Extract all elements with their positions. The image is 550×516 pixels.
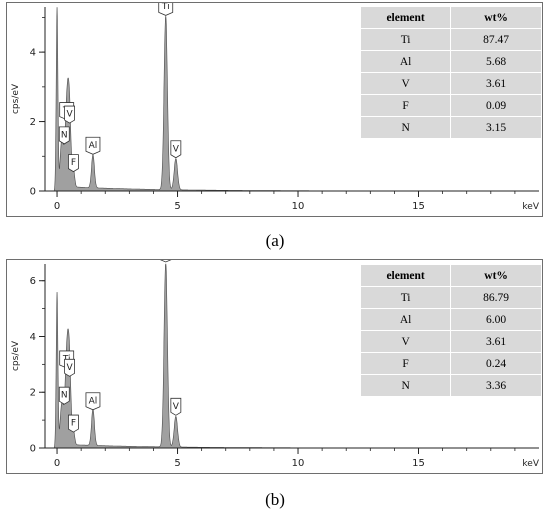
table-row: Al 5.68 — [359, 50, 542, 73]
caption-a: (a) — [265, 231, 285, 250]
table-row: V 3.61 — [359, 72, 542, 95]
peak-label-text: V — [66, 110, 73, 120]
peak-label-box — [170, 140, 182, 159]
x-tick-label: 15 — [412, 201, 425, 212]
wt-percent-cell: 3.15 — [450, 116, 542, 139]
peak-label-box — [68, 414, 79, 433]
wt-percent-cell: 87.47 — [450, 28, 542, 51]
wt-percent-cell: 0.24 — [450, 352, 542, 375]
element-cell: N — [359, 374, 452, 397]
wt-percent-cell: 0.09 — [450, 94, 542, 117]
y-tick-label: 2 — [30, 117, 36, 128]
y-tick-label: 0 — [30, 187, 36, 198]
table-row: F 0.24 — [359, 352, 542, 375]
peak-label-box — [58, 386, 70, 405]
peak-label-text: F — [71, 158, 76, 168]
y-tick-label: 4 — [30, 332, 36, 343]
x-axis-label: keV — [522, 459, 539, 469]
table-row: N 3.15 — [359, 116, 542, 139]
peak-label: V — [64, 105, 75, 124]
y-axis-label: cps/eV — [11, 83, 21, 114]
element-cell: Ti — [359, 286, 452, 309]
peak-label-text: V — [66, 363, 73, 373]
table-row: F 0.09 — [359, 94, 542, 117]
wt-percent-cell: 5.68 — [450, 50, 542, 73]
element-cell: F — [359, 94, 452, 117]
peak-label: Ti — [160, 260, 172, 263]
peak-label-box — [58, 126, 70, 145]
x-tick-label: 10 — [292, 201, 305, 212]
peak-label-text: N — [61, 130, 68, 140]
x-tick-label: 5 — [174, 458, 180, 469]
table-header-row: element wt% — [359, 264, 542, 287]
peak-label-box — [64, 105, 75, 124]
peak-label: V — [170, 397, 182, 416]
peak-label: Al — [85, 136, 101, 155]
y-axis-label: cps/eV — [11, 340, 21, 371]
peak-label: F — [68, 414, 79, 433]
peak-label: V — [64, 358, 75, 377]
peak-label-box — [170, 397, 182, 416]
composition-table-a: element wt% Ti 87.47 Al 5.68 V 3.61 F 0.09 N 3.15 — [359, 6, 542, 139]
peak-label-box — [85, 392, 101, 411]
peak-label-box — [158, 3, 174, 16]
composition-table-b: element wt% Ti 86.79 Al 6.00 V 3.61 F 0.24 N 3.36 — [359, 264, 542, 397]
peak-label-text: Al — [89, 141, 98, 151]
wt-percent-cell: 3.61 — [450, 72, 542, 95]
peak-label-text: Al — [89, 396, 98, 406]
y-tick-label: 0 — [30, 444, 36, 455]
element-cell: Ti — [359, 28, 452, 51]
caption-b: (b) — [265, 490, 285, 509]
y-tick-label: 2 — [30, 388, 36, 399]
element-cell: Al — [359, 50, 452, 73]
y-tick-label: 6 — [30, 276, 36, 287]
peak-label-text: F — [71, 419, 76, 429]
peak-label: N — [58, 126, 70, 145]
peak-label-box — [64, 358, 75, 377]
table-header-cell: element — [359, 6, 452, 29]
x-tick-label: 15 — [412, 458, 425, 469]
peak-label-box — [160, 260, 172, 263]
table-header-row: element wt% — [359, 6, 542, 29]
peak-label-box — [68, 154, 79, 173]
peak-label-text: N — [61, 391, 68, 401]
x-tick-label: 5 — [174, 201, 180, 212]
table-row: Ti 87.47 — [359, 28, 542, 51]
peak-label-text: V — [173, 402, 180, 412]
table-header-cell: wt% — [450, 264, 542, 287]
x-axis-label: keV — [522, 202, 539, 212]
peak-label: Ti — [158, 3, 174, 16]
x-tick-label: 10 — [292, 458, 305, 469]
element-cell: V — [359, 330, 452, 353]
table-row: V 3.61 — [359, 330, 542, 353]
table-header-cell: element — [359, 264, 452, 287]
element-cell: F — [359, 352, 452, 375]
peak-label-text: V — [173, 144, 180, 154]
x-tick-label: 0 — [54, 201, 60, 212]
wt-percent-cell: 3.61 — [450, 330, 542, 353]
peak-label-text: Ti — [161, 3, 170, 12]
peak-label: N — [58, 386, 70, 405]
wt-percent-cell: 3.36 — [450, 374, 542, 397]
table-row: Ti 86.79 — [359, 286, 542, 309]
element-cell: V — [359, 72, 452, 95]
table-header-cell: wt% — [450, 6, 542, 29]
peak-label: F — [68, 154, 79, 173]
wt-percent-cell: 86.79 — [450, 286, 542, 309]
peak-label: Al — [85, 392, 101, 411]
table-row: N 3.36 — [359, 374, 542, 397]
element-cell: Al — [359, 308, 452, 331]
wt-percent-cell: 6.00 — [450, 308, 542, 331]
element-cell: N — [359, 116, 452, 139]
peak-label: V — [170, 140, 182, 159]
x-tick-label: 0 — [54, 458, 60, 469]
table-row: Al 6.00 — [359, 308, 542, 331]
y-tick-label: 4 — [30, 48, 36, 59]
peak-label-box — [85, 136, 101, 155]
